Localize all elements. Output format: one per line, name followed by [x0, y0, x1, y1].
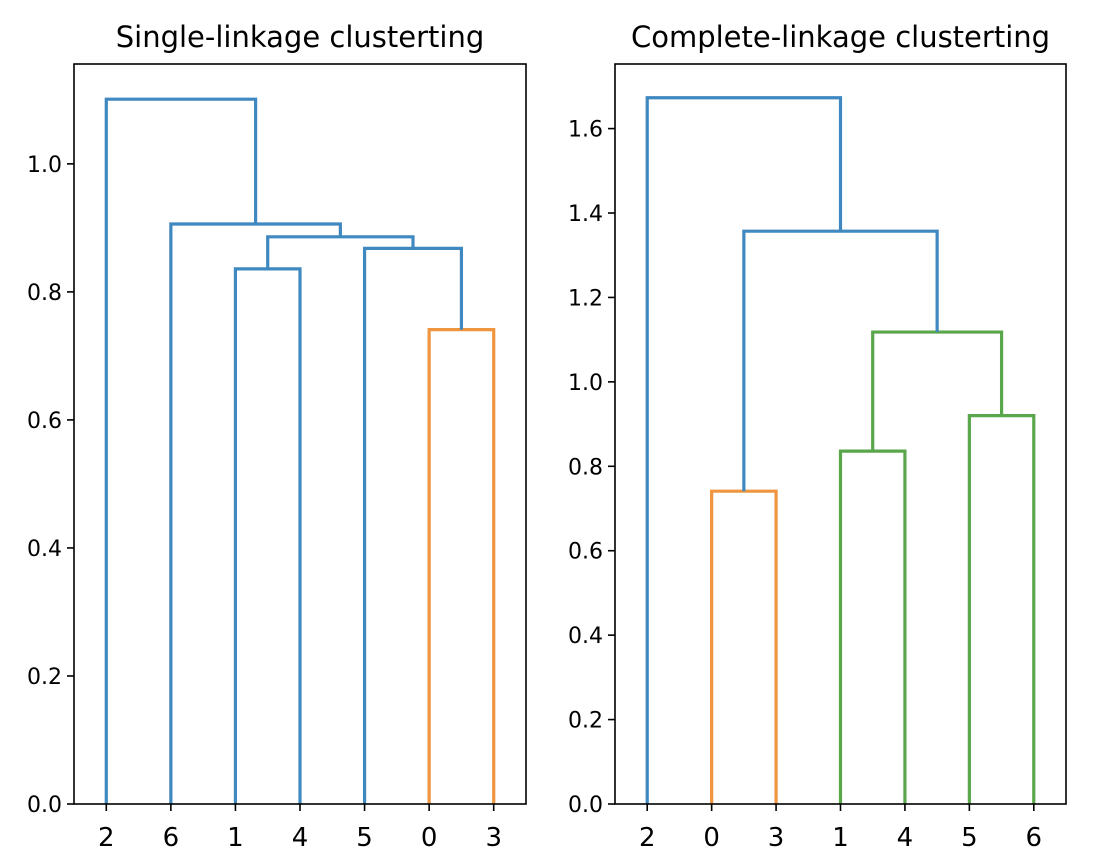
y-tick-label: 1.6: [568, 118, 603, 143]
y-tick-label: 1.0: [568, 371, 603, 396]
dendrogram-links: [645, 96, 1036, 804]
y-tick-label: 1.2: [568, 286, 603, 311]
dendrogram-link: [266, 235, 415, 269]
chart-title: Single-linkage clusterting: [116, 20, 484, 54]
y-tick-label: 0.8: [568, 455, 603, 480]
single-linkage-panel: Single-linkage clusterting 0.0 0.2 0.4 0.6 0…: [27, 20, 527, 853]
y-tick-label: 0.0: [568, 793, 603, 818]
y-tick-label: 0.2: [568, 709, 603, 734]
leaf-label: 4: [897, 823, 914, 853]
leaf-label: 0: [421, 823, 438, 853]
y-tick-label: 0.6: [568, 540, 603, 565]
dendrogram-link: [742, 229, 939, 492]
leaf-label: 5: [961, 823, 978, 853]
dendrogram-link: [362, 246, 464, 804]
dendrogram-link: [871, 330, 1004, 452]
dendrogram-link: [967, 414, 1036, 804]
y-tick-label: 0.0: [27, 793, 62, 818]
complete-linkage-panel: Complete-linkage clusterting 0.0 0.2 0.4 0.…: [568, 20, 1067, 853]
dendrogram-link: [104, 97, 258, 804]
y-tick-label: 0.8: [27, 281, 62, 306]
y-tick-label: 1.4: [568, 202, 603, 227]
dendrogram-link: [838, 449, 907, 804]
y-tick-label: 1.0: [27, 153, 62, 178]
dendrogram-link: [645, 96, 843, 804]
y-tick-label: 0.6: [27, 409, 62, 434]
y-tick-label: 0.4: [568, 624, 603, 649]
leaf-label: 5: [356, 823, 373, 853]
leaf-label: 6: [163, 823, 180, 853]
leaf-label: 4: [292, 823, 309, 853]
leaf-label: 0: [703, 823, 720, 853]
leaf-label: 2: [98, 823, 115, 853]
leaf-label: 2: [639, 823, 656, 853]
dendrogram-links: [104, 97, 496, 804]
leaf-label: 1: [832, 823, 849, 853]
dendrogram-link: [169, 222, 342, 804]
dendrogram-link: [427, 328, 496, 804]
leaf-label: 1: [227, 823, 244, 853]
leaf-label: 6: [1026, 823, 1043, 853]
leaf-label: 3: [768, 823, 785, 853]
dendrogram-link: [233, 267, 302, 804]
y-tick-label: 0.2: [27, 665, 62, 690]
dendrogram-link: [710, 489, 778, 804]
leaf-label: 3: [485, 823, 502, 853]
chart-title: Complete-linkage clusterting: [631, 20, 1050, 54]
y-tick-label: 0.4: [27, 537, 62, 562]
